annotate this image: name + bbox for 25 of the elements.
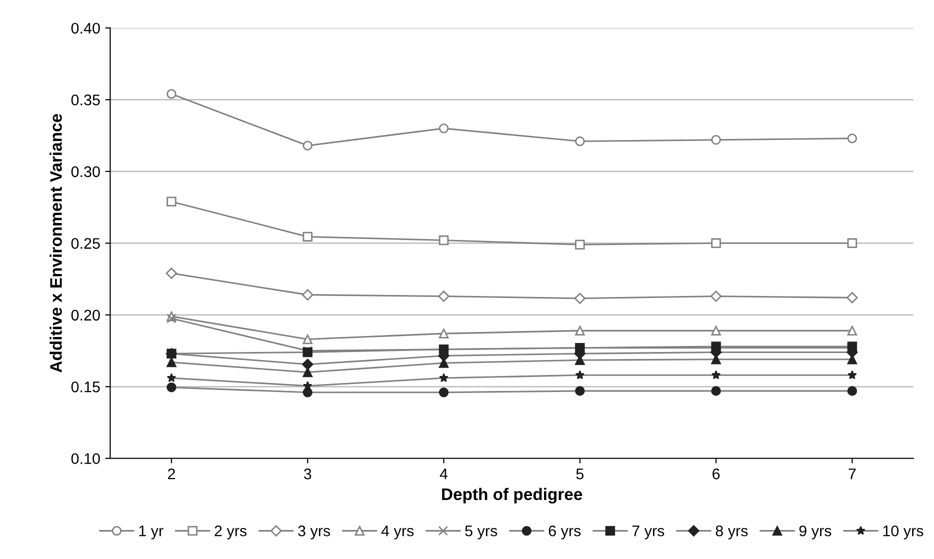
y-tick-label: 0.35 (71, 94, 100, 106)
x-tick-label: 2 (168, 468, 175, 480)
y-tick-label: 0.40 (71, 22, 100, 34)
y-tick-label: 0.25 (71, 238, 100, 249)
legend-label: 7 yrs (632, 526, 664, 540)
legend-label: 6 yrs (548, 525, 581, 540)
y-tick-label: 0.30 (71, 166, 100, 178)
x-tick-label: 4 (440, 468, 448, 480)
y-tick-label: 0.10 (71, 453, 100, 464)
legend-label: 2 yrs (214, 525, 247, 540)
x-axis-title: Depth of pedigree (442, 488, 582, 504)
legend-label: 3 yrs (298, 525, 330, 540)
legend-label: 9 yrs (799, 525, 832, 540)
legend-label: 8 yrs (716, 525, 748, 540)
y-tick-label: 0.15 (71, 382, 100, 392)
x-tick-label: 7 (848, 468, 856, 480)
legend-label: 4 yrs (381, 526, 414, 540)
x-tick-label: 5 (576, 468, 584, 480)
legend-label: 5 yrs (465, 526, 498, 540)
x-tick-label: 6 (712, 468, 720, 480)
x-tick-label: 3 (304, 468, 312, 480)
legend-label: 1 yr (139, 526, 164, 540)
y-axis-title: Additive x Environment Variance (50, 114, 62, 372)
legend-label: 10 yrs (883, 525, 924, 540)
y-tick-label: 0.20 (71, 310, 100, 321)
